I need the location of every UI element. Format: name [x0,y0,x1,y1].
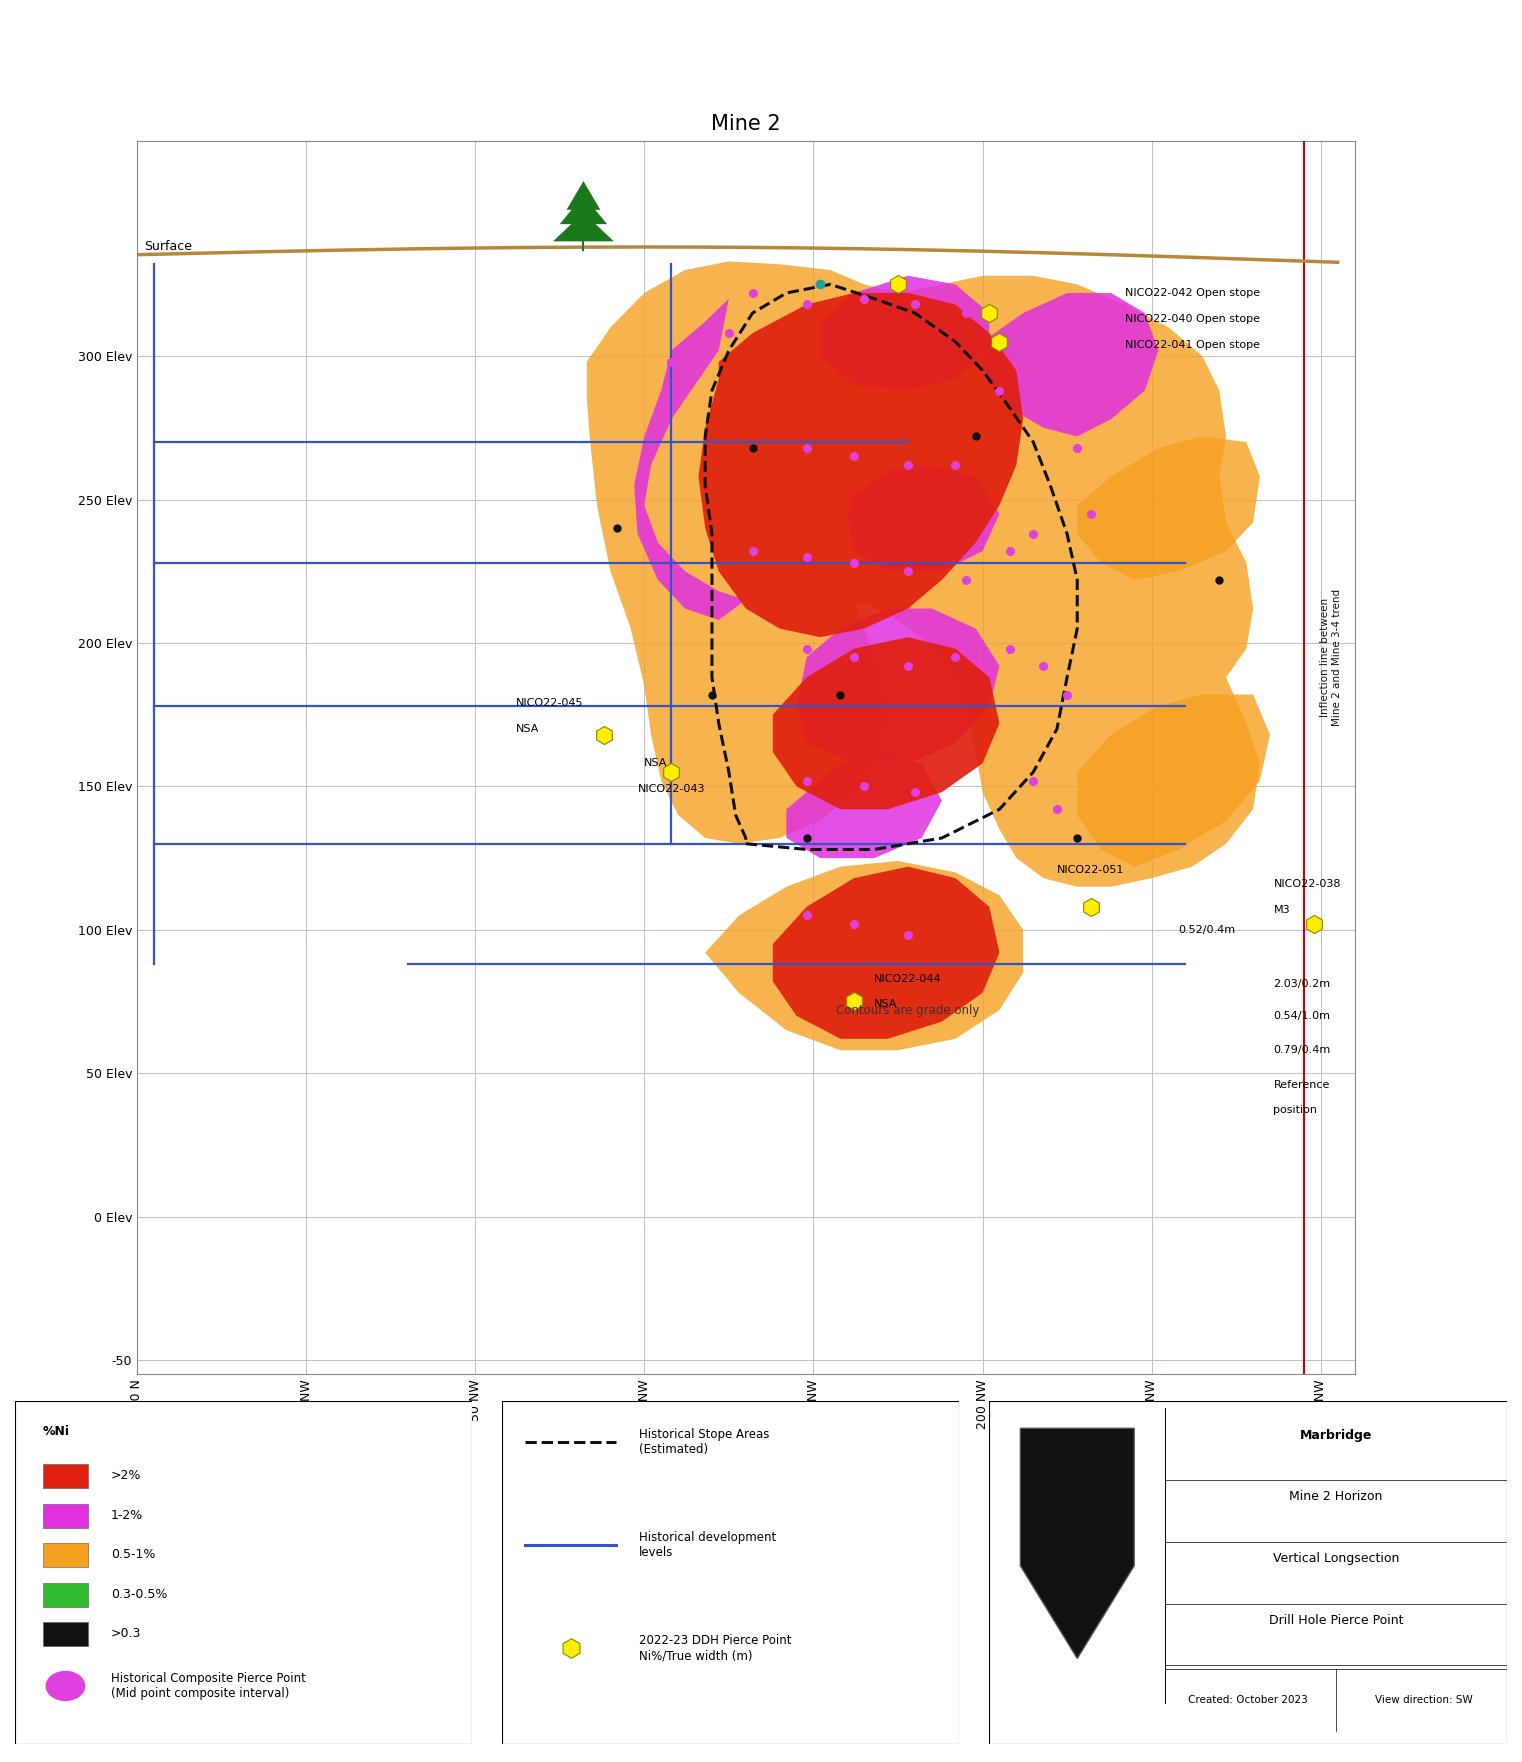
Polygon shape [587,261,1260,886]
Text: Vertical Longsection: Vertical Longsection [1272,1552,1399,1565]
Polygon shape [560,196,607,224]
Text: NICO22-043: NICO22-043 [638,784,705,795]
Polygon shape [983,292,1158,437]
Text: CLASS: CLASS [1061,1507,1093,1515]
Text: NICO22-045: NICO22-045 [516,698,583,708]
Text: >2%: >2% [111,1470,142,1482]
Title: Mine 2: Mine 2 [711,115,781,134]
Text: Historical development
levels: Historical development levels [639,1531,776,1559]
Text: Mine 2 Horizon: Mine 2 Horizon [1289,1491,1382,1503]
Text: Historical Stope Areas
(Estimated): Historical Stope Areas (Estimated) [639,1427,770,1455]
Text: 0.3-0.5%: 0.3-0.5% [111,1588,167,1600]
Text: NICO22-051: NICO22-051 [1056,865,1125,874]
Text: %Ni: %Ni [43,1425,70,1438]
Text: 1: 1 [1073,1542,1082,1556]
Text: NICO22-042 Open stope: NICO22-042 Open stope [1125,287,1260,298]
Text: 0.5-1%: 0.5-1% [111,1549,155,1561]
Text: Contours are grade only: Contours are grade only [837,1004,980,1017]
Text: Historical Composite Pierce Point
(Mid point composite interval): Historical Composite Pierce Point (Mid p… [111,1672,306,1700]
FancyBboxPatch shape [502,1401,959,1744]
Polygon shape [848,465,1000,571]
Text: NSA: NSA [644,758,668,768]
FancyBboxPatch shape [43,1582,88,1607]
Text: NSA: NSA [874,999,898,1010]
Polygon shape [1078,437,1260,580]
Text: 0.52/0.4m: 0.52/0.4m [1178,925,1236,936]
FancyBboxPatch shape [43,1503,88,1528]
Polygon shape [1078,694,1269,867]
Circle shape [46,1672,85,1700]
Text: >0.3: >0.3 [111,1628,142,1640]
Polygon shape [705,862,1023,1050]
Text: Surface: Surface [143,240,192,252]
Polygon shape [787,752,942,858]
Text: NICO22-041 Open stope: NICO22-041 Open stope [1125,340,1260,349]
FancyBboxPatch shape [989,1401,1507,1744]
Text: Drill Hole Pierce Point: Drill Hole Pierce Point [1269,1614,1403,1626]
Polygon shape [635,300,746,620]
Text: Created: October 2023: Created: October 2023 [1189,1695,1307,1704]
Text: 1-2%: 1-2% [111,1508,143,1522]
FancyBboxPatch shape [43,1544,88,1568]
Text: View direction: SW: View direction: SW [1374,1695,1473,1704]
Polygon shape [796,608,1000,763]
Text: NSA: NSA [516,724,539,735]
Text: position: position [1274,1105,1318,1115]
Text: NICO22-040 Open stope: NICO22-040 Open stope [1125,314,1260,324]
Text: M3: M3 [1274,904,1291,914]
Polygon shape [1020,1429,1134,1658]
Text: 0.79/0.4m: 0.79/0.4m [1274,1045,1330,1055]
Text: Marbridge: Marbridge [1300,1429,1373,1441]
Text: NICO22-038: NICO22-038 [1274,879,1341,888]
FancyBboxPatch shape [43,1464,88,1489]
Text: Reference: Reference [1274,1080,1330,1089]
Text: 2.03/0.2m: 2.03/0.2m [1274,980,1330,988]
FancyBboxPatch shape [43,1623,88,1646]
Text: NICO22-044: NICO22-044 [874,974,942,983]
Polygon shape [566,181,600,210]
Text: 2022-23 DDH Pierce Point
Ni%/True width (m): 2022-23 DDH Pierce Point Ni%/True width … [639,1633,791,1662]
Polygon shape [773,867,1000,1040]
Polygon shape [552,213,613,241]
Text: 0.54/1.0m: 0.54/1.0m [1274,1011,1330,1020]
Polygon shape [699,292,1023,638]
Text: Inflection line between
Mine 2 and Mine 3-4 trend: Inflection line between Mine 2 and Mine … [1320,589,1342,726]
Text: NICKEL AND
TECHNOLOGIES: NICKEL AND TECHNOLOGIES [1053,1595,1102,1605]
FancyBboxPatch shape [15,1401,472,1744]
Polygon shape [820,277,989,391]
Polygon shape [773,638,1000,809]
